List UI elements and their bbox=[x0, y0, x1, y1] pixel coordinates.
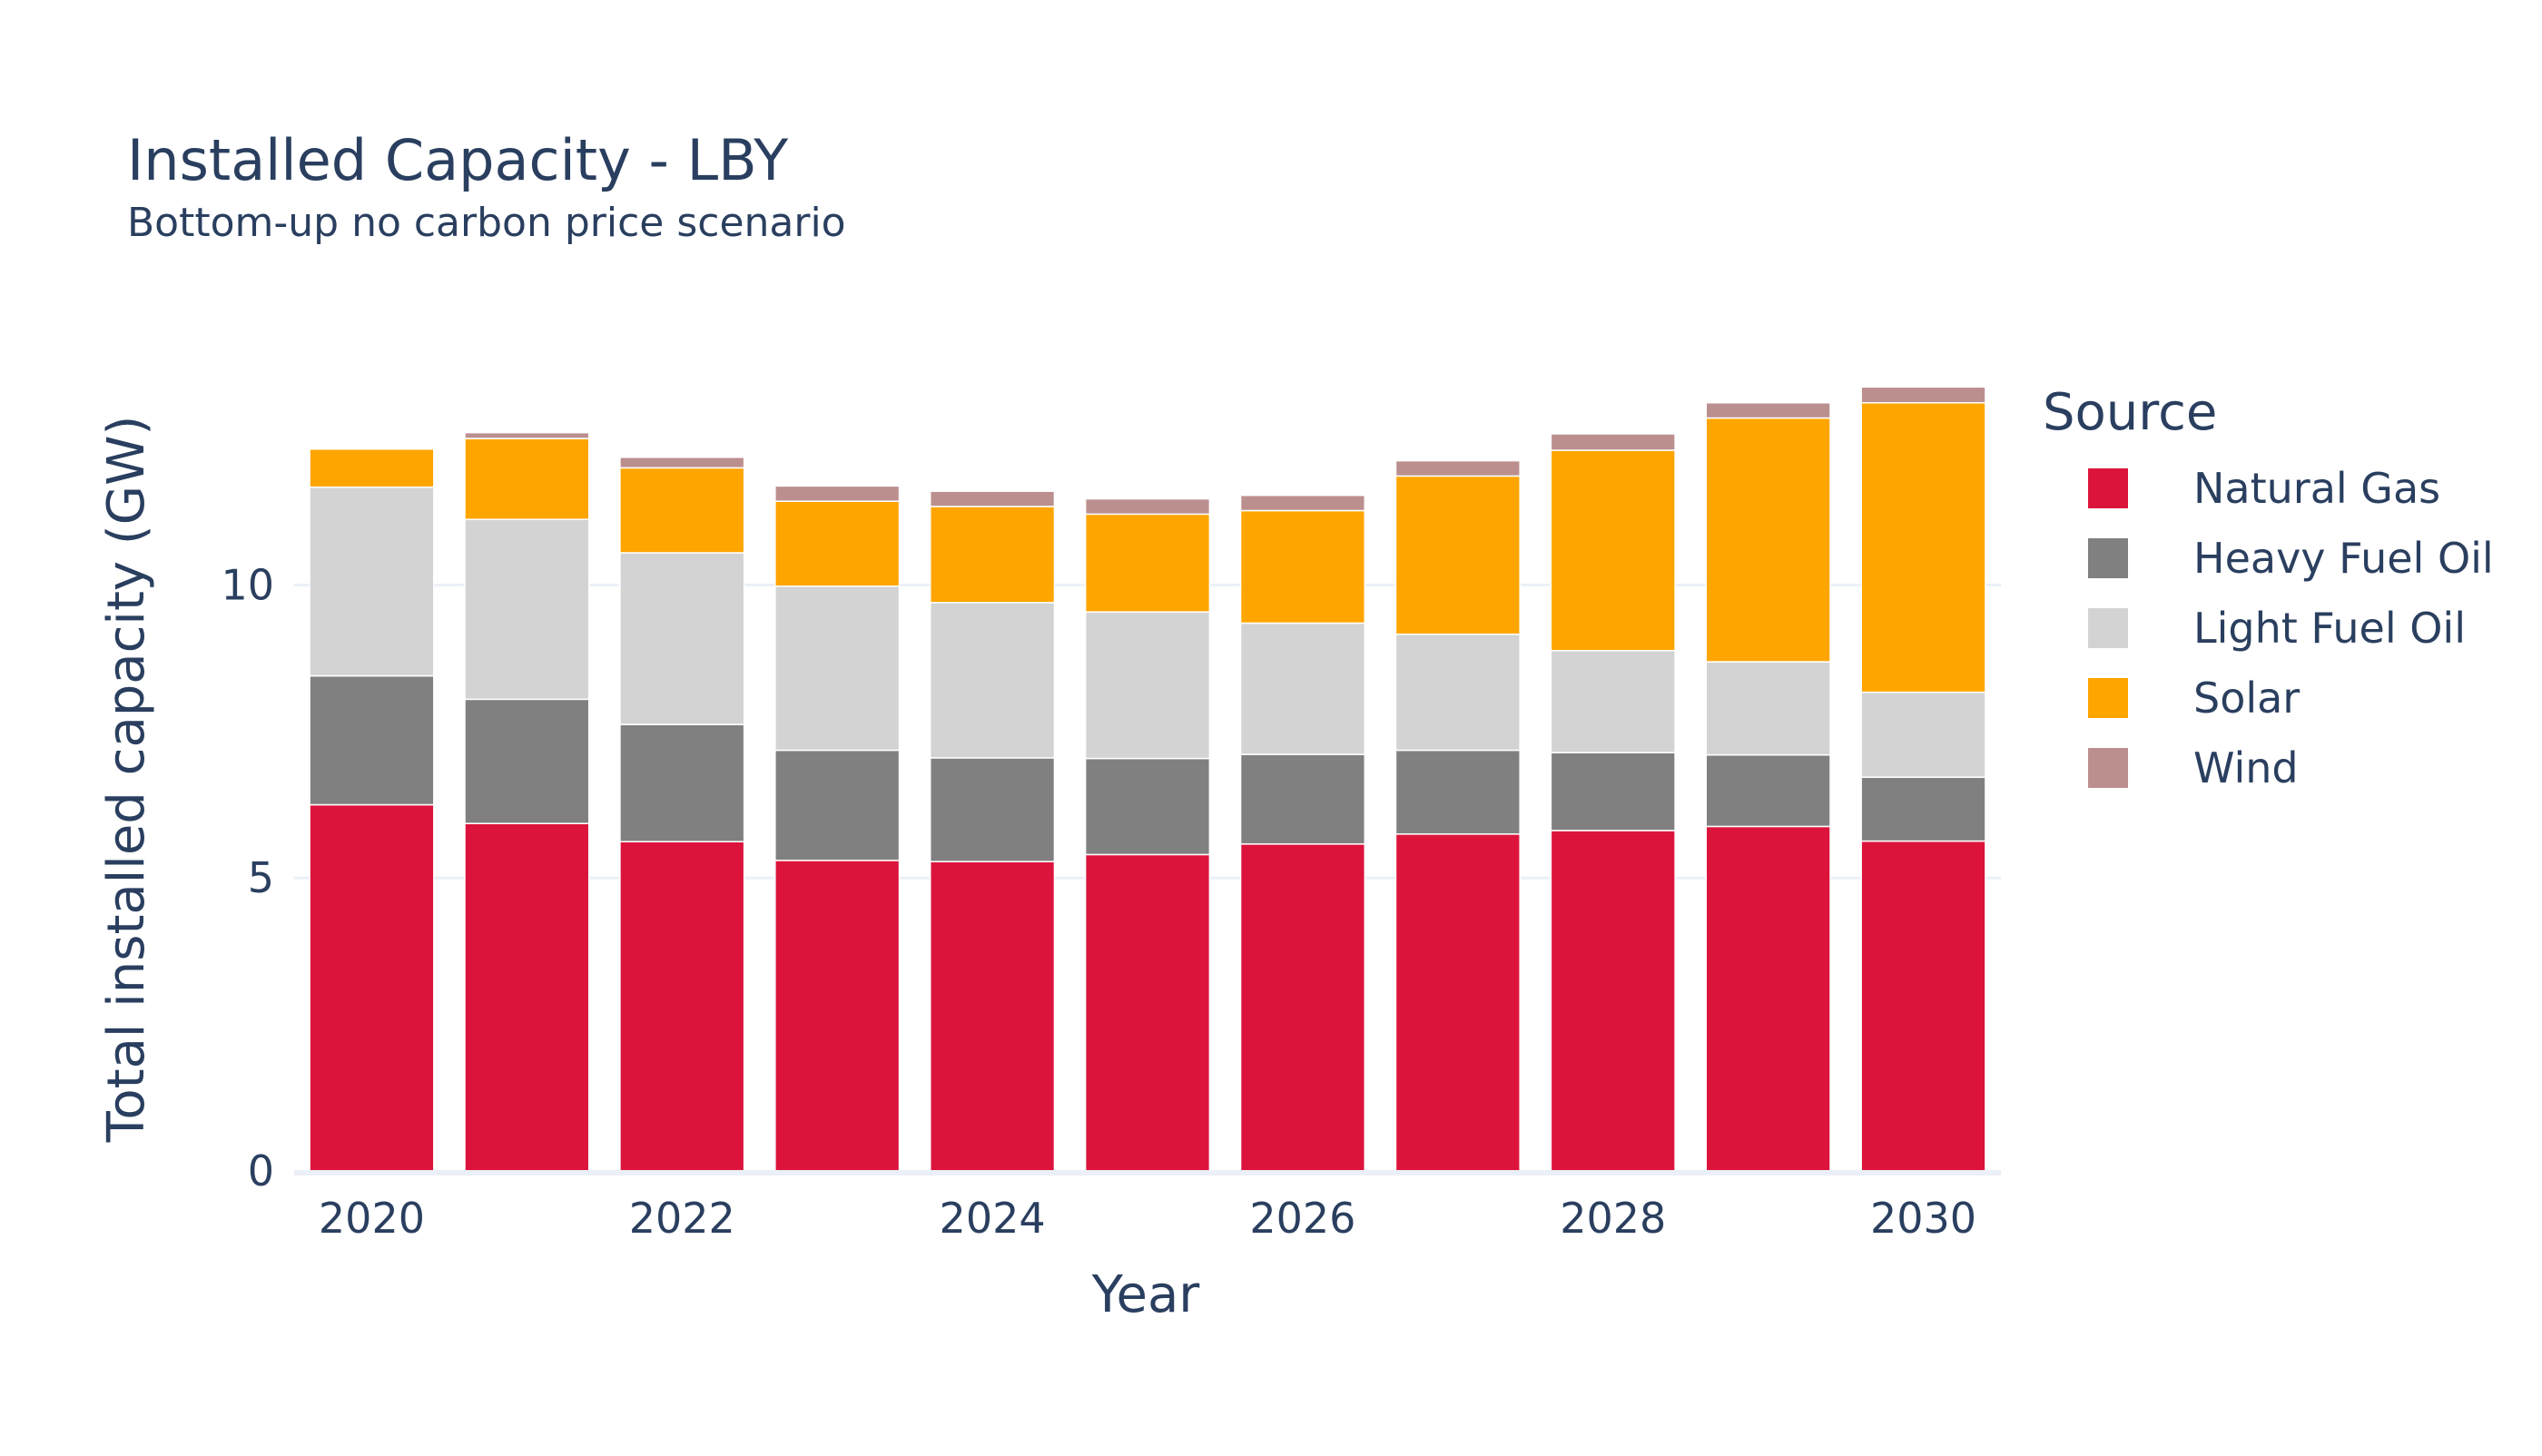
bar-segment bbox=[1394, 749, 1521, 835]
legend-swatch bbox=[2088, 748, 2128, 788]
bar-segment bbox=[1084, 757, 1211, 856]
bar-segment bbox=[1705, 753, 1831, 828]
bar-segment bbox=[309, 674, 435, 806]
x-tick-label: 2022 bbox=[629, 1194, 735, 1243]
bar-segment bbox=[619, 723, 745, 842]
bar-segment bbox=[774, 585, 901, 752]
legend-label: Light Fuel Oil bbox=[2193, 604, 2466, 653]
bar-segment bbox=[619, 457, 745, 469]
bar-segment bbox=[1705, 417, 1831, 663]
legend-label: Solar bbox=[2193, 674, 2300, 723]
bar-segment bbox=[929, 602, 1056, 759]
bar-segment bbox=[464, 698, 590, 824]
legend-label: Heavy Fuel Oil bbox=[2193, 534, 2494, 583]
bar-segment bbox=[929, 506, 1056, 604]
bar-segment bbox=[1860, 691, 1986, 778]
bar-segment bbox=[1239, 622, 1366, 755]
bar-segment bbox=[1550, 650, 1676, 753]
legend-swatch bbox=[2088, 678, 2128, 718]
bar-segment bbox=[309, 486, 435, 677]
x-tick-label: 2024 bbox=[940, 1194, 1046, 1243]
y-tick-label: 0 bbox=[248, 1146, 274, 1195]
bar-segment bbox=[1705, 825, 1831, 1172]
bar-segment bbox=[309, 803, 435, 1172]
bar-segment bbox=[1394, 633, 1521, 752]
legend-swatch bbox=[2088, 608, 2128, 648]
bar-segment bbox=[1550, 433, 1676, 451]
bar-segment bbox=[619, 841, 745, 1172]
bars-group bbox=[309, 386, 1986, 1172]
bar-segment bbox=[1705, 401, 1831, 419]
bar-segment bbox=[619, 552, 745, 725]
bar-segment bbox=[1860, 401, 1986, 694]
bar-segment bbox=[929, 757, 1056, 862]
bar-segment bbox=[619, 467, 745, 554]
bar-segment bbox=[1394, 833, 1521, 1172]
bar-segment bbox=[309, 448, 435, 488]
legend-swatch bbox=[2088, 538, 2128, 578]
bar-segment bbox=[1239, 509, 1366, 625]
bar-segment bbox=[1239, 843, 1366, 1172]
bar-segment bbox=[1550, 752, 1676, 831]
x-tick-label: 2028 bbox=[1560, 1194, 1666, 1243]
bar-segment bbox=[1394, 475, 1521, 635]
bar-segment bbox=[1860, 386, 1986, 404]
legend-label: Wind bbox=[2193, 743, 2299, 792]
bar-segment bbox=[464, 438, 590, 520]
legend-label: Natural Gas bbox=[2193, 464, 2440, 513]
bar-segment bbox=[1860, 840, 1986, 1172]
legend: Natural Gas Heavy Fuel Oil Light Fuel Oil S… bbox=[2088, 464, 2494, 792]
y-axis-title: Total installed capacity (GW) bbox=[97, 416, 156, 1144]
bar-segment bbox=[1550, 449, 1676, 652]
legend-swatch bbox=[2088, 468, 2128, 508]
x-tick-label: 2020 bbox=[319, 1194, 425, 1243]
bar-segment bbox=[1394, 459, 1521, 477]
bar-segment bbox=[464, 822, 590, 1172]
y-tick-label: 5 bbox=[248, 853, 274, 902]
x-axis-ticks: 2020 2022 2024 2026 2028 2030 bbox=[319, 1194, 1976, 1243]
bar-segment bbox=[1084, 497, 1211, 516]
bar-segment bbox=[774, 860, 901, 1172]
x-axis-title: Year bbox=[1091, 1265, 1201, 1324]
bar-segment bbox=[774, 749, 901, 861]
bar-segment bbox=[464, 431, 590, 439]
bar-segment bbox=[1239, 494, 1366, 512]
bar-segment bbox=[1084, 853, 1211, 1172]
y-tick-label: 10 bbox=[221, 560, 274, 609]
y-axis-ticks: 0 5 10 bbox=[221, 560, 274, 1195]
bar-segment bbox=[1705, 661, 1831, 756]
bar-segment bbox=[1239, 753, 1366, 845]
chart-subtitle: Bottom-up no carbon price scenario bbox=[127, 200, 846, 246]
x-tick-label: 2030 bbox=[1870, 1194, 1976, 1243]
bar-segment bbox=[1550, 830, 1676, 1172]
bar-segment bbox=[929, 490, 1056, 507]
chart-title: Installed Capacity - LBY bbox=[127, 127, 788, 193]
bar-segment bbox=[464, 518, 590, 701]
bar-segment bbox=[1084, 513, 1211, 613]
bar-segment bbox=[1860, 776, 1986, 842]
x-tick-label: 2026 bbox=[1249, 1194, 1355, 1243]
bar-segment bbox=[1084, 611, 1211, 760]
bar-segment bbox=[774, 500, 901, 587]
bar-segment bbox=[774, 485, 901, 502]
legend-title: Source bbox=[2043, 383, 2217, 442]
bar-segment bbox=[929, 861, 1056, 1172]
